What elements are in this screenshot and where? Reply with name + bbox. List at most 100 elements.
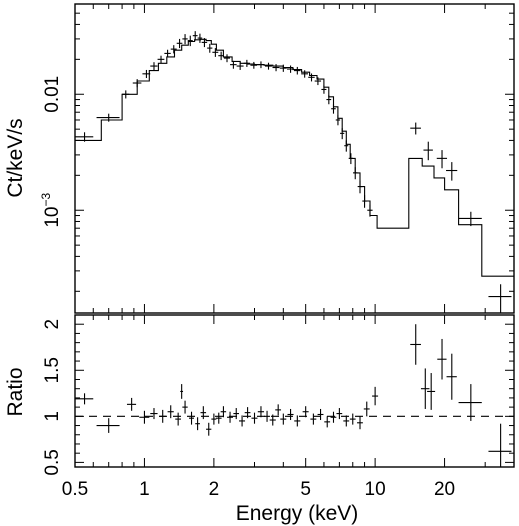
spectrum-data-point (243, 59, 251, 67)
ratio-data-point (437, 338, 447, 380)
spectrum-data-point (142, 69, 151, 79)
ratio-data-point (239, 415, 246, 427)
ratio-data-point (264, 410, 270, 422)
spectrum-data-point (294, 66, 301, 75)
spectrum-data-point (308, 73, 315, 82)
spectrum-data-point (150, 62, 158, 71)
spectrum-data-point (348, 153, 354, 165)
spectrum-data-point (176, 38, 183, 49)
ratio-data-point (280, 413, 287, 425)
spectrum-data-point (458, 211, 482, 227)
ratio-data-point (336, 408, 343, 420)
panel-frames: 0.5 1 2 5 10 20 0.01 10−3 0.5 1 1.5 2 (39, 3, 515, 500)
ratio-data-point (227, 411, 233, 423)
ratio-data-point (287, 408, 294, 421)
spectrum-data-point (157, 55, 165, 64)
ratio-data-point (126, 397, 137, 411)
spectrum-data-point (279, 64, 287, 72)
ratio-data-point (244, 407, 251, 419)
ratio-data-point (324, 416, 331, 428)
ratio-data-point (150, 408, 158, 420)
ratio-frame (74, 314, 515, 468)
ratio-data-point (257, 406, 265, 418)
spectrum-data-point (187, 35, 193, 47)
model-step-line (75, 38, 514, 277)
ratio-data-point (195, 417, 200, 431)
spectrum-data-point (446, 162, 458, 181)
ratio-data-point (372, 386, 379, 406)
spectrum-data-point (201, 38, 208, 48)
x-axis-title: Energy (keV) (236, 502, 359, 525)
spectrum-data-point (250, 61, 258, 69)
ratio-data-point (96, 418, 120, 433)
ratio-data-point (446, 353, 457, 400)
x-tick-label: 2 (209, 479, 220, 500)
spectrum-data-point (170, 45, 177, 54)
ratio-data-point (302, 406, 309, 418)
spectrum-data-point (236, 62, 244, 70)
y-tick-label: 0.5 (42, 449, 63, 475)
spectrum-data-point (257, 61, 265, 69)
ratio-data-point (180, 384, 184, 399)
ratio-data-point (317, 408, 324, 421)
y-tick-label: 10−3 (39, 192, 63, 227)
spectrum-data-point (182, 34, 188, 45)
spectrum-data-point (362, 195, 367, 208)
x-tick-label: 1 (139, 479, 150, 500)
y-tick-label: 0.01 (42, 76, 63, 113)
ratio-data-point (251, 412, 258, 424)
ratio-data-point (175, 412, 181, 426)
spectrum-data-point (340, 128, 345, 140)
ratio-data-point (343, 415, 350, 427)
x-tick-label: 5 (300, 479, 311, 500)
ratio-data-point (420, 368, 430, 409)
ratio-data-point (488, 423, 512, 467)
x-tick-label: 10 (365, 479, 386, 500)
spectrum-data-point (272, 64, 280, 72)
ratio-data-point (159, 409, 166, 423)
spectrum-data-point (192, 31, 198, 41)
ratio-data-point (188, 411, 195, 425)
x-tick-label: 20 (434, 479, 455, 500)
spectrum-data-point (132, 79, 142, 88)
ratio-data-point (349, 413, 356, 425)
spectrum-data-point (410, 122, 421, 135)
spectrum-data-point (218, 51, 224, 61)
spectrum-data-point (367, 204, 373, 217)
spectrum-data-point (207, 43, 213, 53)
spectrum-data-point (164, 49, 171, 58)
spectrum-data-point (96, 113, 120, 122)
spectrum-data-point (301, 70, 309, 78)
spectrum-data-point (331, 104, 336, 114)
spectrum-panel (75, 31, 514, 313)
ratio-data-point (220, 406, 227, 418)
ratio-data-point (269, 414, 276, 426)
ratio-data-point (357, 416, 363, 430)
spectrum-data-point (223, 54, 231, 63)
spectrum-data-point (335, 115, 341, 126)
spectrum-data-point (321, 85, 327, 94)
spectrum-data-point (230, 60, 237, 69)
spectrum-data-point (197, 33, 203, 43)
ratio-data-point (200, 406, 207, 420)
spectrum-data-point (353, 167, 358, 180)
spectrum-data-point (75, 132, 94, 142)
ratio-data-point (211, 413, 217, 425)
y-tick-label: 2 (42, 319, 63, 330)
ratio-data-point (294, 415, 301, 427)
ratio-data-point (139, 410, 150, 424)
ratio-data-point (275, 404, 282, 416)
axis-labels: Energy (keV) Ct/keV/s Ratio (4, 118, 358, 525)
ratio-data-point (75, 393, 94, 405)
y-axis-title-spectrum: Ct/keV/s (4, 118, 27, 197)
spectrum-data-point (488, 284, 512, 313)
y-tick-label: 1 (42, 411, 63, 422)
spectrum-data-point (314, 77, 322, 86)
spectrum-data-point (264, 62, 272, 70)
ratio-data-point (233, 408, 240, 420)
tick-exponent: −3 (39, 192, 53, 206)
ratio-data-point (182, 400, 188, 414)
spectrum-data-point (344, 140, 349, 152)
ratio-data-point (167, 405, 174, 419)
